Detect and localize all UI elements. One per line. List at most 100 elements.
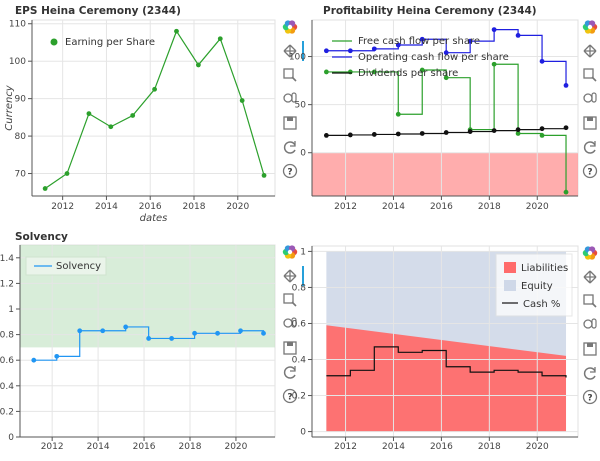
y-tick-label: 0.2 (292, 392, 306, 402)
box-zoom-icon[interactable] (283, 68, 297, 82)
legend-label: Liabilities (521, 263, 568, 274)
wheel (591, 92, 597, 103)
wheel-zoom-icon[interactable] (583, 92, 597, 103)
x-tick-label: 2016 (139, 202, 162, 212)
data-point (239, 98, 245, 103)
help-icon[interactable]: ? (282, 163, 298, 179)
data-point (443, 130, 449, 135)
wheel-zoom-icon[interactable] (283, 92, 297, 103)
x-tick-label: 2020 (226, 202, 249, 212)
save-icon[interactable] (283, 341, 297, 355)
floppy-label (287, 117, 293, 121)
logo-center (287, 24, 293, 30)
data-point (347, 48, 353, 54)
help-icon[interactable]: ? (282, 388, 298, 404)
data-point (371, 132, 377, 137)
reset-icon[interactable] (283, 141, 296, 154)
save-icon[interactable] (283, 116, 297, 130)
wheel-zoom-icon[interactable] (283, 317, 297, 328)
plot-area (31, 19, 276, 197)
save-icon[interactable] (583, 342, 597, 356)
pan-icon[interactable] (583, 267, 600, 287)
data-point (371, 69, 377, 75)
data-point (467, 129, 473, 134)
box-zoom-icon[interactable] (583, 68, 597, 82)
box-zoom-icon[interactable] (583, 294, 597, 308)
data-point (42, 186, 48, 191)
reset-icon[interactable] (283, 366, 296, 379)
data-point (563, 189, 569, 195)
x-tick-label: 2020 (526, 202, 549, 212)
y-tick-label: 70 (15, 170, 27, 180)
data-point (261, 173, 267, 178)
data-point (395, 111, 401, 117)
y-tick-label: 100 (289, 53, 306, 63)
help-ring (582, 389, 598, 405)
data-point (539, 133, 545, 138)
data-point (563, 125, 569, 131)
reset-icon[interactable] (583, 141, 596, 154)
reset-icon[interactable] (583, 367, 596, 380)
legend-label: Cash % (523, 299, 560, 310)
reset-arc (283, 141, 296, 154)
liabilities-area (326, 325, 567, 432)
wheel-zoom-icon[interactable] (583, 318, 597, 329)
help-icon[interactable]: ? (582, 163, 598, 179)
data-point (347, 132, 353, 138)
data-point (395, 131, 401, 137)
data-point (491, 61, 497, 67)
legend: Free cash flow per share Operating cash f… (332, 36, 509, 79)
x-tick-label: 2014 (382, 202, 405, 212)
zoom-handle (591, 76, 597, 82)
help-icon[interactable]: ? (582, 389, 598, 405)
y-tick-label: 90 (15, 95, 27, 105)
x-tick-label: 2012 (41, 442, 64, 452)
bokeh-logo-icon[interactable] (582, 246, 598, 260)
logo-center (287, 249, 293, 255)
bokeh-logo-icon[interactable] (282, 245, 298, 259)
legend-glyph (504, 280, 516, 291)
help-glyph: ? (587, 394, 592, 404)
box-zoom-icon[interactable] (283, 293, 297, 307)
bokeh-logo-icon[interactable] (582, 20, 598, 34)
y-tick-label: 1.2 (0, 279, 14, 289)
save-icon[interactable] (583, 116, 597, 130)
chart-title: Solvency (15, 231, 68, 243)
y-tick-label: 0.8 (0, 331, 14, 341)
chart-panel-3: 2012 2014 2016 2018 2020 0 0.2 0.4 0.6 0.8 1 Liabil… (292, 245, 600, 452)
pan-icon[interactable] (283, 41, 304, 61)
x-tick-label: 2018 (183, 202, 206, 212)
data-point (443, 50, 449, 56)
data-point (395, 42, 401, 48)
active-tool-marker (302, 266, 304, 286)
data-point (515, 131, 521, 136)
data-point (563, 82, 569, 88)
toolbar: ? (282, 20, 304, 179)
data-point (323, 48, 329, 54)
y-tick-label: 0.8 (292, 283, 307, 293)
y-tick-label: 0.4 (0, 382, 14, 392)
y-tick-label: 0.6 (292, 319, 307, 329)
y-tick-label: 50 (295, 101, 307, 111)
pan-glyph (583, 44, 597, 58)
chart-panel-1: Profitability Heina Ceremony (2344) 2012 2… (289, 5, 600, 212)
data-point (217, 36, 223, 42)
toolbar: ? (582, 20, 600, 179)
x-tick-label: 2012 (334, 442, 357, 452)
zoom-handle (291, 301, 297, 307)
chart-title: EPS Heina Ceremony (2344) (15, 5, 181, 17)
legend: Liabilities Equity Cash % (495, 253, 573, 317)
legend-box (25, 256, 107, 276)
floppy-label (587, 117, 593, 121)
x-tick-label: 2014 (382, 442, 405, 452)
pan-icon[interactable] (583, 41, 600, 61)
bokeh-logo-icon[interactable] (282, 20, 298, 34)
y-tick-label: 0.6 (0, 356, 14, 366)
series-line-operating-cash-flow-per-share (326, 29, 567, 86)
x-tick-label: 2012 (334, 202, 357, 212)
x-tick-label: 2014 (87, 442, 110, 452)
pan-icon[interactable] (283, 266, 304, 286)
x-tick-label: 2014 (95, 202, 118, 212)
data-point (64, 171, 70, 176)
